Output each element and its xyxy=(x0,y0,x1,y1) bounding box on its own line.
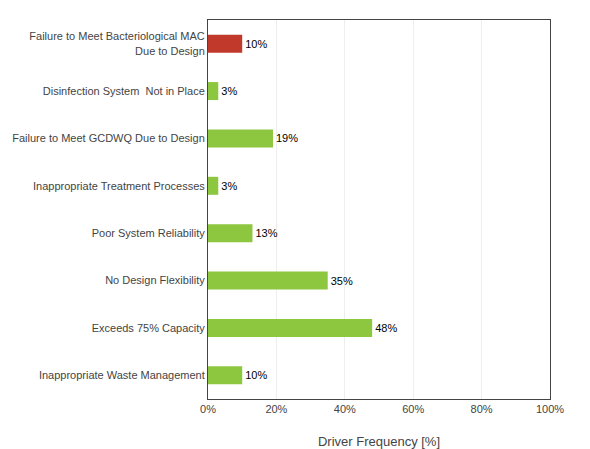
svg-text:60%: 60% xyxy=(402,403,424,415)
svg-text:No Design Flexibility: No Design Flexibility xyxy=(105,274,205,286)
svg-text:Exceeds 75% Capacity: Exceeds 75% Capacity xyxy=(92,322,206,334)
svg-text:40%: 40% xyxy=(334,403,356,415)
svg-text:Poor System Reliability: Poor System Reliability xyxy=(92,227,206,239)
svg-text:35%: 35% xyxy=(331,275,353,287)
svg-text:48%: 48% xyxy=(375,322,397,334)
svg-text:Driver Frequency [%]: Driver Frequency [%] xyxy=(318,434,440,449)
svg-text:10%: 10% xyxy=(245,369,267,381)
svg-text:19%: 19% xyxy=(276,132,298,144)
svg-text:Inappropriate Treatment Proces: Inappropriate Treatment Processes xyxy=(33,180,205,192)
svg-text:100%: 100% xyxy=(536,403,564,415)
svg-text:0%: 0% xyxy=(200,403,216,415)
svg-text:20%: 20% xyxy=(265,403,287,415)
svg-text:Disinfection System Not in Pl: Disinfection System Not in Place xyxy=(43,85,205,97)
svg-text:80%: 80% xyxy=(471,403,493,415)
svg-text:3%: 3% xyxy=(221,180,237,192)
svg-text:10%: 10% xyxy=(245,38,267,50)
svg-text:Failure to Meet GCDWQ Due to D: Failure to Meet GCDWQ Due to Design xyxy=(12,132,205,144)
svg-text:Inappropriate Waste Management: Inappropriate Waste Management xyxy=(39,369,205,381)
svg-text:Failure to Meet Bacteriologica: Failure to Meet Bacteriological MACDue t… xyxy=(29,30,205,56)
svg-text:3%: 3% xyxy=(221,85,237,97)
svg-text:13%: 13% xyxy=(255,227,277,239)
